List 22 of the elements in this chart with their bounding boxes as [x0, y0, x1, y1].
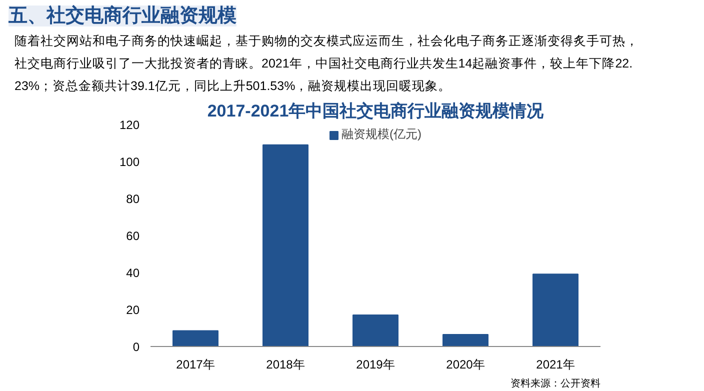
x-tick-label: 2021年 [536, 358, 575, 372]
y-tick-label: 60 [126, 229, 140, 243]
bar [262, 144, 308, 346]
text: 随着社交网站和电子商务的快速崛起，基于购物的交友模式应运而生，社会化电子商务正逐渐变得炙手可热，社交电商行业吸引了一大批投资者的青睐。2021年，中国社交电商行业共发生14起融资事件，较上年下降22.23%；资总金额共计39.1亿元，同比上升501.53%，融资规模出现回暖现象。 [14, 33, 638, 93]
y-tick-label: 20 [126, 303, 140, 317]
bar [352, 314, 398, 346]
y-tick-label: 40 [126, 266, 140, 280]
bar [442, 334, 488, 346]
legend-label: 融资规模(亿元) [342, 126, 422, 143]
chart-title: 2017-2021年中国社交电商行业融资规模情况 [207, 102, 545, 120]
bar [172, 330, 218, 346]
x-tick-label: 2020年 [446, 358, 485, 372]
y-tick-label: 120 [119, 118, 140, 132]
y-tick-label: 100 [119, 155, 140, 169]
text: 资料来源：公开资料 [510, 378, 600, 390]
x-tick-label: 2018年 [266, 358, 305, 372]
y-tick-label: 0 [132, 340, 140, 354]
bar [532, 274, 578, 346]
text: 五、社交电商行业融资规模 [8, 4, 236, 26]
x-tick-label: 2017年 [176, 358, 215, 372]
y-tick-label: 80 [126, 192, 140, 206]
x-tick-label: 2019年 [356, 358, 395, 372]
